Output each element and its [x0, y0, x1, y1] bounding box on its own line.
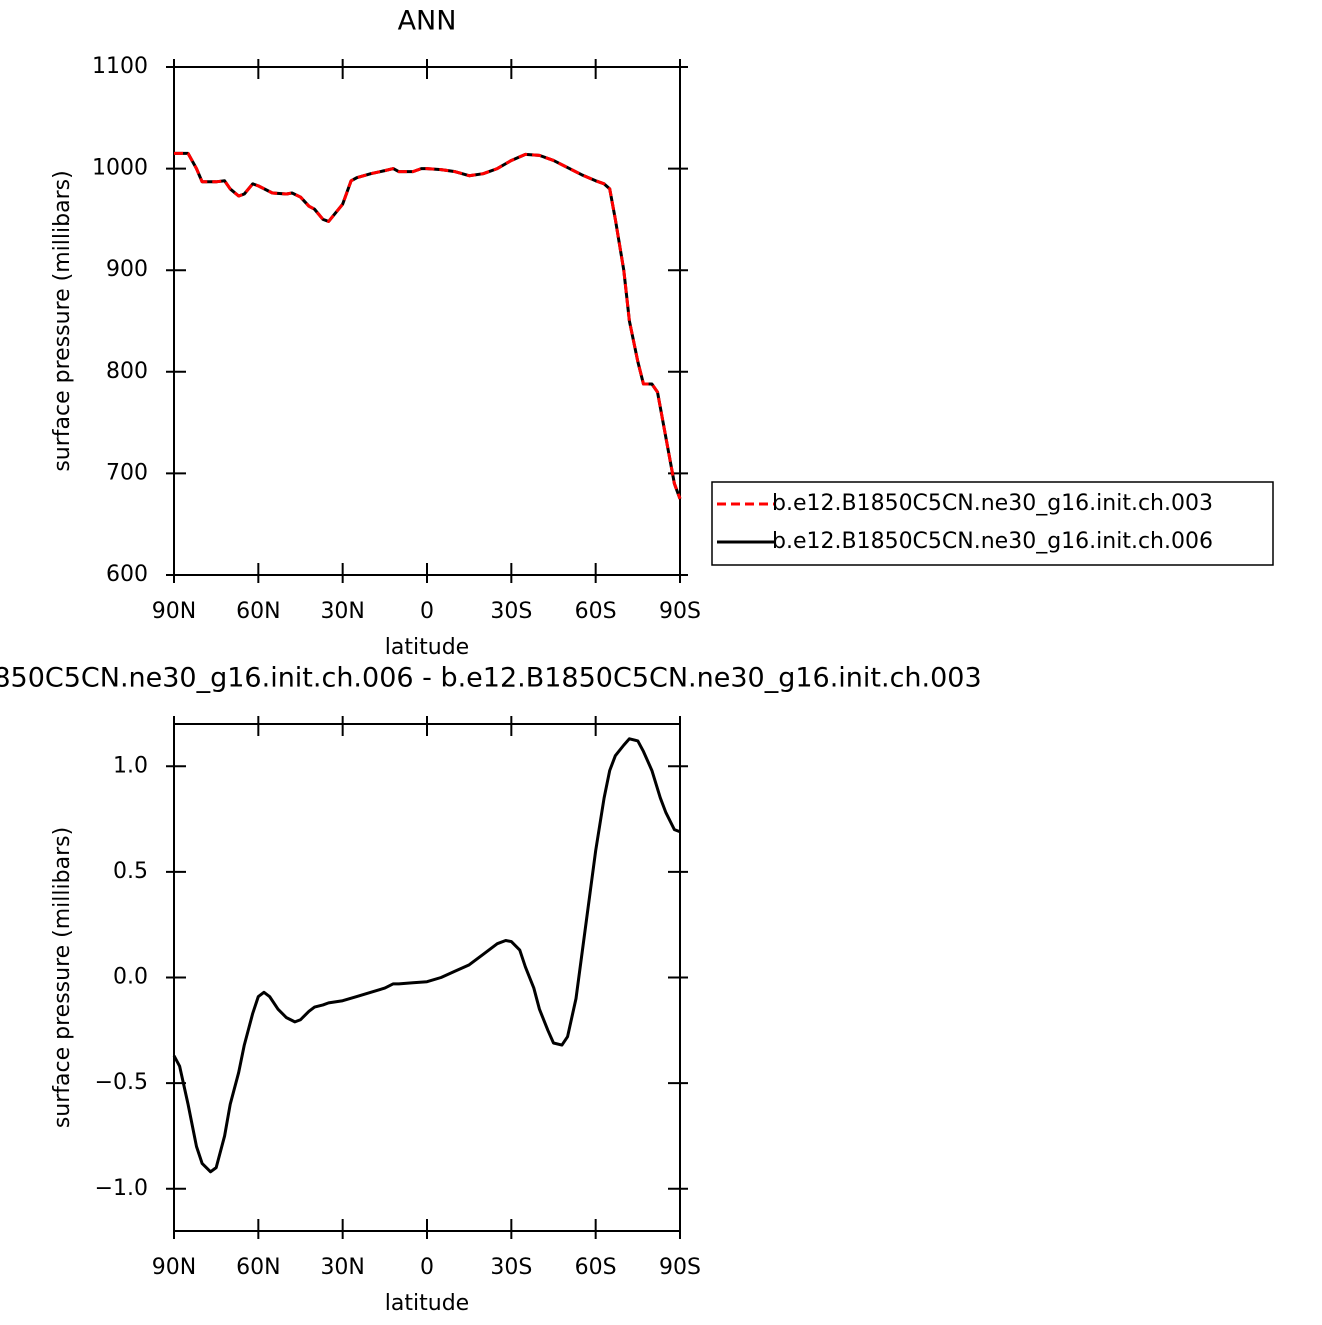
plot-frame [173, 723, 681, 1232]
x-tick-label: 60N [236, 599, 280, 624]
x-tick-label: 30S [490, 599, 532, 624]
x-tick-label: 90N [152, 1255, 196, 1280]
y-tick-label: 0.0 [113, 965, 148, 990]
x-axis-label: latitude [385, 635, 469, 660]
y-tick-label: 700 [106, 460, 148, 485]
x-tick-label: 60S [575, 599, 617, 624]
x-tick-label: 60S [575, 1255, 617, 1280]
y-tick-label: 600 [106, 562, 148, 587]
legend-label: b.e12.B1850C5CN.ne30_g16.init.ch.006 [772, 529, 1213, 554]
legend-label: b.e12.B1850C5CN.ne30_g16.init.ch.003 [772, 491, 1213, 516]
x-axis-label: latitude [385, 1291, 469, 1316]
y-tick-label: 1100 [92, 54, 148, 79]
legend-box [711, 481, 1274, 566]
y-tick-label: 1.0 [113, 753, 148, 778]
data-line [174, 151, 682, 500]
plot-frame [173, 66, 681, 576]
y-axis-label: surface pressure (millibars) [50, 170, 75, 471]
x-tick-label: 30N [320, 599, 364, 624]
x-tick-label: 90N [152, 599, 196, 624]
y-tick-label: 800 [106, 359, 148, 384]
x-tick-label: 90S [659, 1255, 701, 1280]
data-line [172, 737, 681, 1174]
y-tick-label: 0.5 [113, 859, 148, 884]
chart-title: b.e12.B1850C5CN.ne30_g16.init.ch.006 - b… [0, 663, 982, 694]
x-tick-label: 30N [320, 1255, 364, 1280]
y-tick-label: −1.0 [95, 1176, 148, 1201]
x-tick-label: 30S [490, 1255, 532, 1280]
x-tick-label: 0 [420, 599, 434, 624]
data-line [174, 151, 682, 500]
x-tick-label: 90S [659, 599, 701, 624]
y-tick-label: 900 [106, 257, 148, 282]
y-tick-label: 1000 [92, 156, 148, 181]
x-tick-label: 0 [420, 1255, 434, 1280]
y-axis-label: surface pressure (millibars) [50, 827, 75, 1128]
chart-title: ANN [398, 6, 457, 37]
y-tick-label: −0.5 [95, 1070, 148, 1095]
x-tick-label: 60N [236, 1255, 280, 1280]
